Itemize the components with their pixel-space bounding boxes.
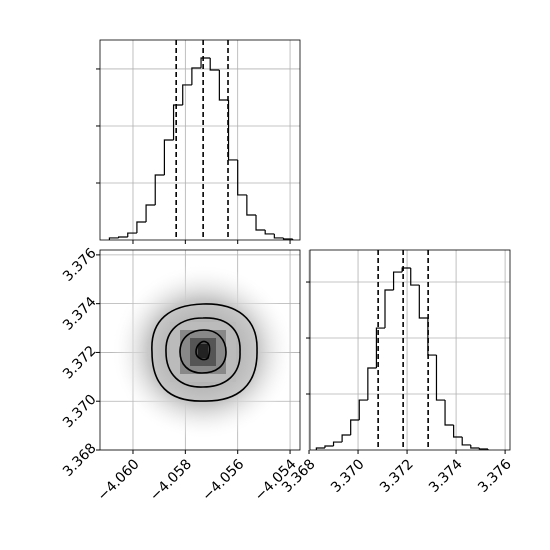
hist-step (332, 441, 343, 446)
hist-step (324, 445, 334, 448)
axes-frame (99, 249, 301, 451)
hist-step (127, 232, 137, 238)
y-tick-label: 3.376 (60, 245, 100, 285)
hist-step (418, 285, 428, 319)
hist-step (341, 434, 351, 443)
y-tick-label: 3.374 (60, 294, 100, 334)
hist-step (470, 444, 480, 449)
density-decoration (111, 264, 295, 440)
hist-step (182, 84, 192, 105)
hist-step (358, 399, 368, 420)
hist-step (392, 271, 403, 290)
density-cell (198, 344, 208, 358)
x-tick-label: −4.058 (147, 456, 195, 504)
hist-step (145, 204, 156, 222)
hist-step (375, 327, 385, 369)
hist-step (163, 139, 174, 176)
contour (195, 340, 211, 361)
y-tick-label: 3.372 (60, 343, 100, 383)
hist-step (209, 58, 220, 71)
contour (165, 317, 241, 388)
hist-step (427, 317, 437, 356)
y-tick-label: 3.370 (60, 392, 100, 432)
x-tick-label: −4.060 (95, 456, 143, 504)
hist-step (282, 237, 293, 240)
y-tick-label: 3.368 (60, 440, 100, 480)
hist-step (117, 236, 128, 238)
x-tick-label: 3.374 (426, 456, 466, 496)
hist-step (367, 367, 377, 401)
hist-step (246, 194, 257, 216)
hist-step (191, 67, 202, 85)
hist-step (410, 268, 420, 286)
hist-step (384, 289, 394, 329)
hist-step (315, 447, 325, 450)
hist-step (350, 419, 360, 435)
hist-step (401, 267, 411, 273)
hist-step (108, 237, 119, 240)
hist-step (444, 400, 454, 426)
axes-frame (99, 39, 301, 241)
hist-step (435, 355, 446, 401)
hist-step (237, 159, 247, 196)
contour (151, 303, 258, 402)
hist-step (478, 447, 488, 450)
hist-step (264, 229, 275, 235)
hist-step (200, 57, 211, 68)
x-tick-label: 3.372 (377, 456, 417, 496)
hist-step (227, 99, 238, 161)
hist-step (218, 69, 229, 101)
x-tick-label: −4.056 (199, 456, 247, 504)
hist-step (136, 221, 147, 234)
hist-step (154, 174, 165, 205)
hist-step (453, 425, 463, 438)
hist-step (255, 215, 266, 231)
x-tick-label: 3.370 (328, 456, 368, 496)
hist-step (461, 437, 471, 446)
contour (179, 329, 227, 374)
hist-step (172, 104, 183, 140)
hist-step (273, 233, 284, 239)
x-tick-label: 3.376 (475, 456, 515, 496)
axes-frame (309, 249, 511, 451)
